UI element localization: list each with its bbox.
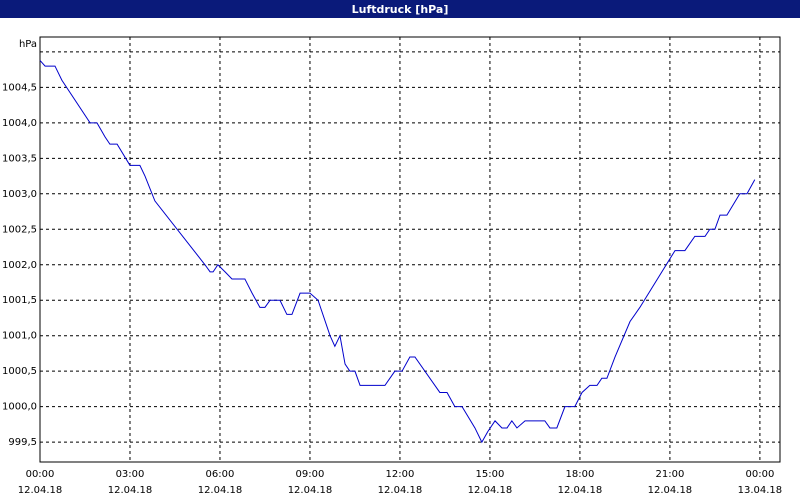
- x-tick-label: 18:00: [566, 469, 595, 480]
- x-tick-label: 09:00: [296, 469, 325, 480]
- y-tick-label: 1002,5: [2, 224, 37, 235]
- x-tick-date: 12.04.18: [18, 485, 63, 496]
- x-tick-label: 12:00: [386, 469, 415, 480]
- plot-frame: [39, 36, 781, 463]
- y-tick-label: 1001,5: [2, 295, 37, 306]
- x-tick-label: 21:00: [656, 469, 685, 480]
- x-tick-label: 03:00: [116, 469, 145, 480]
- x-tick-date: 12.04.18: [108, 485, 153, 496]
- x-tick-date: 12.04.18: [648, 485, 693, 496]
- y-tick-label: 1001,0: [2, 331, 37, 342]
- y-tick-label: 1000,0: [2, 402, 37, 413]
- x-tick-label: 00:00: [26, 469, 55, 480]
- y-tick-label: 1004,5: [2, 82, 37, 93]
- x-tick-date: 13.04.18: [738, 485, 783, 496]
- x-tick-date: 12.04.18: [558, 485, 603, 496]
- y-tick-label: 1003,0: [2, 189, 37, 200]
- x-tick-date: 12.04.18: [198, 485, 243, 496]
- data-line: [39, 60, 756, 444]
- y-tick-label: 1000,5: [2, 366, 37, 377]
- y-tick-label: hPa: [19, 39, 37, 50]
- x-tick-label: 06:00: [206, 469, 235, 480]
- x-tick-date: 12.04.18: [468, 485, 513, 496]
- x-tick-date: 12.04.18: [378, 485, 423, 496]
- x-tick-label: 00:00: [745, 469, 774, 480]
- y-tick-label: 1003,5: [2, 153, 37, 164]
- title-bar: [0, 0, 800, 18]
- chart-title: Luftdruck [hPa]: [352, 3, 449, 16]
- x-tick-date: 12.04.18: [288, 485, 333, 496]
- y-tick-label: 999,5: [8, 437, 37, 448]
- x-tick-label: 15:00: [476, 469, 505, 480]
- y-tick-label: 1004,0: [2, 118, 37, 129]
- y-tick-label: 1002,0: [2, 260, 37, 271]
